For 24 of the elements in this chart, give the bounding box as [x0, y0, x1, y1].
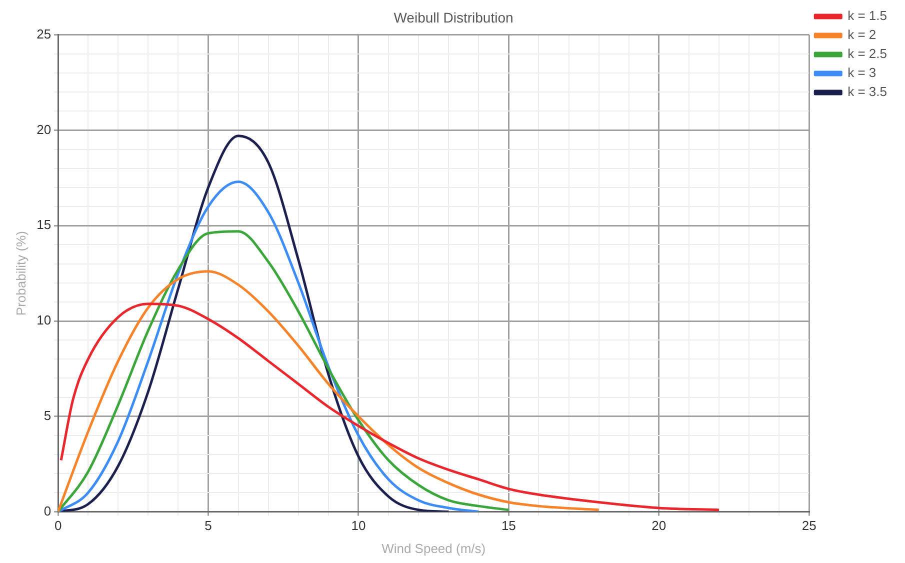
x-tick-label: 0: [54, 518, 62, 534]
y-tick-label: 5: [44, 408, 52, 423]
line-series: [58, 180, 480, 512]
line-series: [58, 270, 600, 512]
x-tick-label: 20: [652, 518, 666, 534]
y-axis-title: Probability (%): [13, 231, 28, 316]
legend-label: k = 1.5: [848, 8, 888, 24]
y-tick-label: 15: [36, 217, 52, 232]
y-tick-label: 10: [36, 312, 52, 328]
line-series: [60, 302, 720, 512]
y-tick-label: 0: [44, 503, 52, 518]
legend-label: k = 3: [848, 65, 876, 80]
x-axis-title: Wind Speed (m/s): [382, 540, 486, 556]
legend-label: k = 3.5: [848, 84, 888, 100]
x-tick-label: 15: [501, 518, 516, 534]
x-tick-label: 10: [351, 518, 366, 534]
line-series: [58, 230, 510, 512]
legend-label: k = 2.5: [848, 46, 888, 62]
y-tick-label: 20: [36, 122, 52, 137]
x-tick-label: 5: [204, 518, 212, 534]
x-tick-label: 25: [802, 518, 816, 534]
legend-label: k = 2: [848, 27, 876, 42]
y-tick-label: 25: [36, 26, 52, 42]
chart-title: Weibull Distribution: [394, 9, 514, 26]
